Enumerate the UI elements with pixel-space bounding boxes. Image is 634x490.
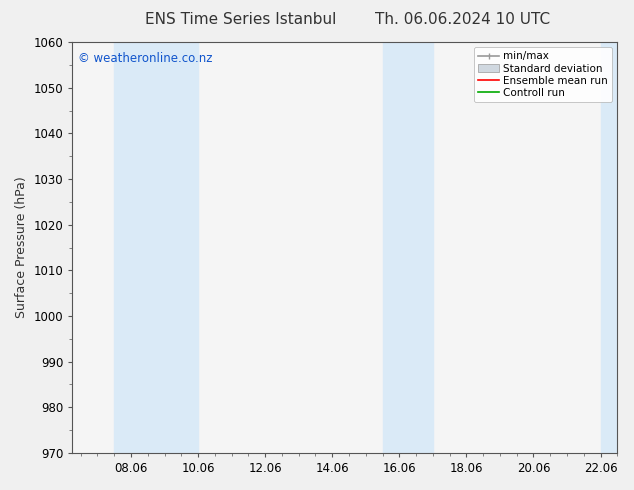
Bar — [600, 42, 618, 453]
Bar — [382, 42, 433, 453]
Legend: min/max, Standard deviation, Ensemble mean run, Controll run: min/max, Standard deviation, Ensemble me… — [474, 47, 612, 102]
Bar — [114, 42, 198, 453]
Text: ENS Time Series Istanbul: ENS Time Series Istanbul — [145, 12, 337, 27]
Text: © weatheronline.co.nz: © weatheronline.co.nz — [78, 52, 212, 65]
Text: Th. 06.06.2024 10 UTC: Th. 06.06.2024 10 UTC — [375, 12, 550, 27]
Y-axis label: Surface Pressure (hPa): Surface Pressure (hPa) — [15, 176, 28, 318]
